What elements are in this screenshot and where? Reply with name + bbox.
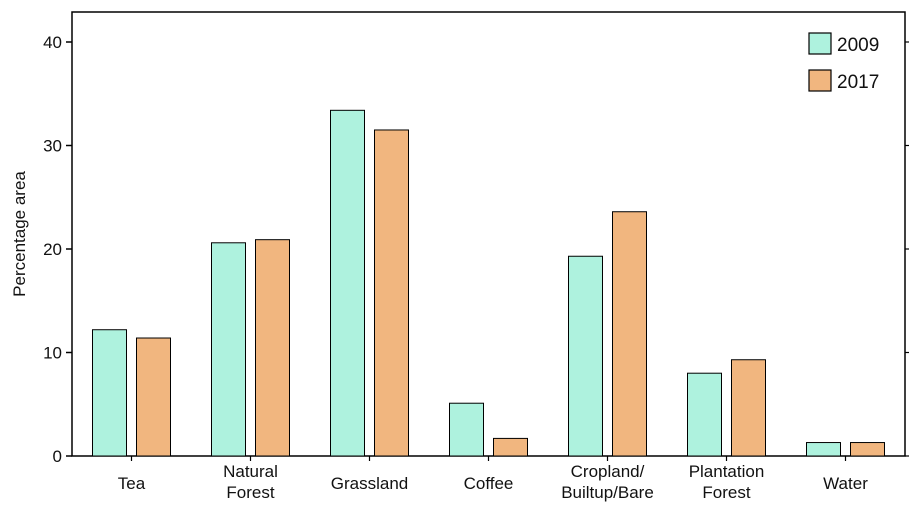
bar-2017-0: [136, 337, 171, 457]
legend: 2009 2017: [808, 32, 879, 93]
x-tick-label: Natural: [223, 462, 278, 481]
plot-frame: [71, 11, 906, 457]
x-tick-label: Builtup/Bare: [561, 483, 654, 502]
bar-2017-4: [612, 211, 647, 457]
x-tick-label: Coffee: [464, 474, 514, 493]
legend-swatch-2009: [808, 32, 832, 55]
legend-label: 2009: [837, 35, 879, 56]
y-tick-label: 10: [43, 344, 62, 363]
y-axis: 0 10 20 30 40: [43, 33, 909, 466]
y-axis-label: Percentage area: [10, 171, 29, 297]
x-tick-label: Grassland: [331, 474, 408, 493]
y-tick-label: 40: [43, 33, 62, 52]
bar-2009-2: [330, 109, 365, 457]
legend-label: 2017: [837, 72, 879, 93]
bar-2017-1: [255, 239, 290, 457]
bar-2009-0: [92, 329, 127, 457]
x-axis-labels: Tea Natural Forest Grassland Coffee Cropland/…: [118, 462, 868, 502]
y-tick-label: 30: [43, 137, 62, 156]
bar-2017-5: [731, 359, 766, 457]
bar-2017-2: [374, 129, 409, 457]
bar-2017-6: [850, 442, 885, 457]
bars: [92, 109, 885, 461]
x-tick-label: Forest: [702, 483, 750, 502]
y-tick-label: 20: [43, 240, 62, 259]
y-tick-label: 0: [53, 447, 62, 466]
x-tick-label: Water: [823, 474, 868, 493]
x-tick-label: Tea: [118, 474, 146, 493]
x-tick-label: Plantation: [689, 462, 765, 481]
bar-2009-4: [568, 255, 603, 457]
bar-2017-3: [493, 437, 528, 457]
bar-2009-6: [806, 442, 841, 457]
bar-2009-3: [449, 402, 484, 457]
bar-2009-5: [687, 372, 722, 457]
x-tick-label: Forest: [226, 483, 274, 502]
bar-2009-1: [211, 242, 246, 457]
legend-swatch-2017: [808, 69, 832, 92]
x-tick-label: Cropland/: [571, 462, 645, 481]
